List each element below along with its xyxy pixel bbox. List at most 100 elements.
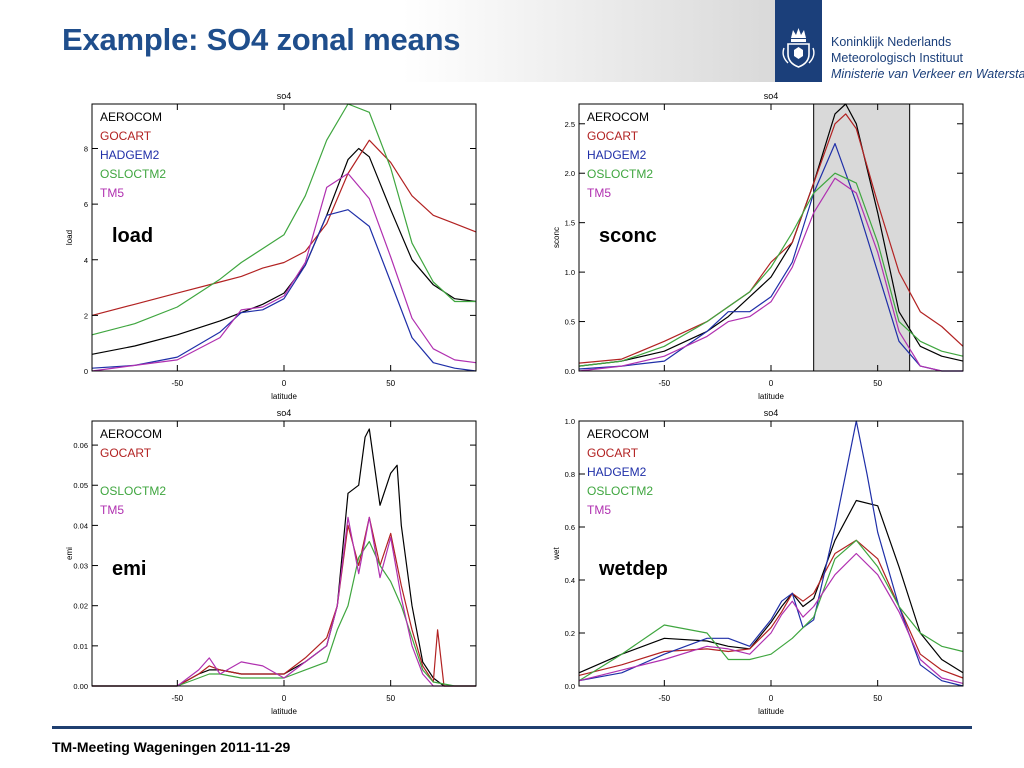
institute-name-line1: Koninklijk Nederlands	[831, 35, 952, 49]
y-tick-label: 0.06	[73, 441, 88, 450]
panel-label-wetdep: wetdep	[598, 558, 668, 580]
y-tick-label: 0.0	[565, 682, 575, 691]
y-tick-label: 0.5	[565, 318, 575, 327]
panel-label-load: load	[112, 225, 153, 247]
legend-entry-gocart: GOCART	[100, 129, 152, 143]
y-tick-label: 0.0	[565, 367, 575, 376]
legend-entry-tm5: TM5	[100, 503, 124, 517]
legend-entry-osloctm2: OSLOCTM2	[587, 167, 653, 181]
legend-entry-aerocom: AEROCOM	[100, 110, 162, 124]
y-tick-label: 2.0	[565, 169, 575, 178]
plot-frame	[91, 420, 477, 687]
header-band	[0, 0, 775, 82]
y-tick-label: 4	[84, 256, 88, 265]
y-tick-label: 0.05	[73, 481, 88, 490]
series-line-osloctm2	[578, 172, 964, 367]
legend-entry-hadgem2: HADGEM2	[587, 148, 647, 162]
series-line-osloctm2	[92, 540, 476, 687]
legend-entry-gocart: GOCART	[587, 129, 639, 143]
ministry-name: Ministerie van Verkeer en Waterstaat	[831, 67, 1024, 81]
y-tick-label: 0	[84, 367, 88, 376]
x-tick-label: 0	[769, 379, 774, 388]
series-line-gocart	[578, 113, 964, 364]
x-tick-label: -50	[659, 379, 671, 388]
panel-label-sconc: sconc	[599, 225, 657, 247]
series-line-tm5	[578, 177, 963, 372]
y-axis-label: wet	[552, 547, 561, 561]
legend-entry-tm5: TM5	[587, 186, 611, 200]
y-axis-label: load	[65, 230, 74, 245]
y-tick-label: 0.01	[73, 642, 88, 651]
panel-wetdep	[578, 420, 964, 687]
y-tick-label: 0.03	[73, 562, 88, 571]
panel-emi	[91, 420, 477, 687]
x-tick-label: 50	[873, 379, 882, 388]
legend-entry-tm5: TM5	[587, 503, 611, 517]
y-tick-label: 0.6	[565, 523, 575, 532]
chart-title: so4	[764, 91, 779, 101]
x-tick-label: 50	[386, 379, 395, 388]
y-tick-label: 6	[84, 200, 88, 209]
y-tick-label: 1.5	[565, 219, 575, 228]
series-line-tm5	[92, 516, 476, 687]
series-line-gocart	[92, 516, 476, 687]
y-tick-label: 0.04	[73, 521, 88, 530]
chart-title: so4	[277, 408, 292, 418]
footer-rule	[52, 726, 972, 729]
y-tick-label: 8	[84, 145, 88, 154]
legend-entry-aerocom: AEROCOM	[100, 427, 162, 441]
legend-entry-aerocom: AEROCOM	[587, 110, 649, 124]
series-line-tm5	[91, 172, 477, 372]
series-line-gocart	[578, 539, 964, 679]
plot-frame	[578, 420, 964, 687]
institute-name: Koninklijk Nederlands Meteorologisch Ins…	[831, 34, 1024, 82]
y-tick-label: 0.00	[73, 682, 88, 691]
legend-entry-gocart: GOCART	[587, 446, 639, 460]
series-line-osloctm2	[578, 539, 964, 682]
x-tick-label: -50	[172, 694, 184, 703]
legend-entry-aerocom: AEROCOM	[587, 427, 649, 441]
x-axis-label: latitude	[758, 392, 784, 401]
legend-entry-tm5: TM5	[100, 186, 124, 200]
institute-name-line2: Meteorologisch Instituut	[831, 51, 964, 65]
x-axis-label: latitude	[271, 392, 297, 401]
series-line-tm5	[578, 552, 964, 684]
slide-title: Example: SO4 zonal means	[62, 22, 461, 57]
series-line-aerocom	[578, 499, 964, 674]
x-axis-label: latitude	[271, 707, 297, 716]
series-line-aerocom	[92, 428, 476, 687]
legend-entry-hadgem2: HADGEM2	[100, 148, 160, 162]
legend-entry-osloctm2: OSLOCTM2	[100, 484, 166, 498]
x-tick-label: -50	[659, 694, 671, 703]
chart-title: so4	[764, 408, 779, 418]
legend-entry-osloctm2: OSLOCTM2	[100, 167, 166, 181]
y-tick-label: 0.2	[565, 629, 575, 638]
x-tick-label: 0	[282, 694, 287, 703]
series-line-hadgem2	[91, 209, 477, 372]
footer-text: TM-Meeting Wageningen 2011-11-29	[52, 739, 291, 755]
y-tick-label: 0.4	[565, 576, 575, 585]
x-tick-label: -50	[172, 379, 184, 388]
crown-logo-icon	[775, 0, 822, 82]
legend-entry-hadgem2: HADGEM2	[587, 465, 647, 479]
y-tick-label: 0.02	[73, 602, 88, 611]
panel-label-emi: emi	[112, 558, 146, 580]
y-tick-label: 0.8	[565, 470, 575, 479]
y-axis-label: emi	[65, 547, 74, 560]
x-axis-label: latitude	[758, 707, 784, 716]
y-axis-label: sconc	[552, 227, 561, 248]
x-tick-label: 0	[282, 379, 287, 388]
series-line-hadgem2	[578, 420, 964, 687]
legend-entry-osloctm2: OSLOCTM2	[587, 484, 653, 498]
y-tick-label: 2	[84, 311, 88, 320]
legend-entry-gocart: GOCART	[100, 446, 152, 460]
crown-emblem-icon	[775, 0, 822, 82]
series-line-gocart	[91, 139, 477, 316]
series-line-osloctm2	[91, 103, 476, 336]
panel-load	[91, 103, 477, 372]
y-tick-label: 2.5	[565, 120, 575, 129]
y-tick-label: 1.0	[565, 417, 575, 426]
x-tick-label: 50	[386, 694, 395, 703]
x-tick-label: 50	[873, 694, 882, 703]
